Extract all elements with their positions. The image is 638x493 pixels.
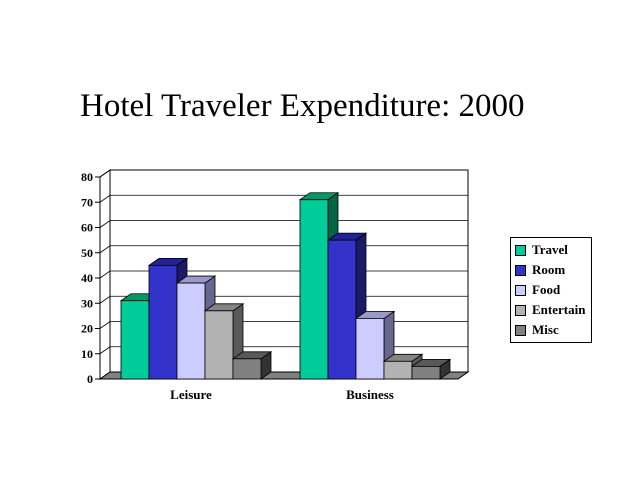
- legend-label: Travel: [532, 242, 568, 257]
- legend-label: Entertain: [532, 302, 586, 317]
- legend-swatch: [515, 304, 526, 316]
- y-tick-label: 20: [81, 322, 93, 336]
- legend-swatch: [515, 284, 526, 296]
- y-tick-label: 80: [81, 170, 93, 184]
- y-tick-label: 70: [81, 195, 93, 209]
- legend-label: Food: [532, 282, 561, 297]
- y-tick-label: 30: [81, 296, 93, 310]
- legend: Travel Room Food Entertain Misc: [510, 237, 593, 343]
- bar-misc-business: [410, 358, 452, 380]
- x-category-label: Business: [346, 387, 394, 402]
- x-category-label: Leisure: [170, 387, 212, 402]
- legend-item: Entertain: [515, 300, 585, 320]
- y-tick-label: 60: [81, 221, 93, 235]
- bar-misc-leisure: [231, 351, 273, 380]
- y-tick-label: 0: [87, 372, 93, 386]
- gridline: [99, 194, 468, 203]
- legend-item: Travel: [515, 240, 585, 260]
- legend-label: Misc: [532, 322, 559, 337]
- legend-item: Misc: [515, 320, 585, 340]
- gridline: [99, 169, 468, 178]
- legend-swatch: [515, 244, 526, 256]
- y-tick-label: 40: [81, 271, 93, 285]
- legend-item: Room: [515, 260, 585, 280]
- chart-title: Hotel Traveler Expenditure: 2000: [80, 88, 525, 124]
- bar-entertain-leisure: [203, 303, 245, 380]
- gridline: [99, 220, 468, 228]
- legend-swatch: [515, 324, 526, 336]
- legend-label: Room: [532, 262, 566, 277]
- legend-swatch: [515, 264, 526, 276]
- legend-item: Food: [515, 280, 585, 300]
- y-tick-label: 50: [81, 246, 93, 260]
- bar-room-business: [326, 232, 368, 380]
- y-tick-label: 10: [81, 347, 93, 361]
